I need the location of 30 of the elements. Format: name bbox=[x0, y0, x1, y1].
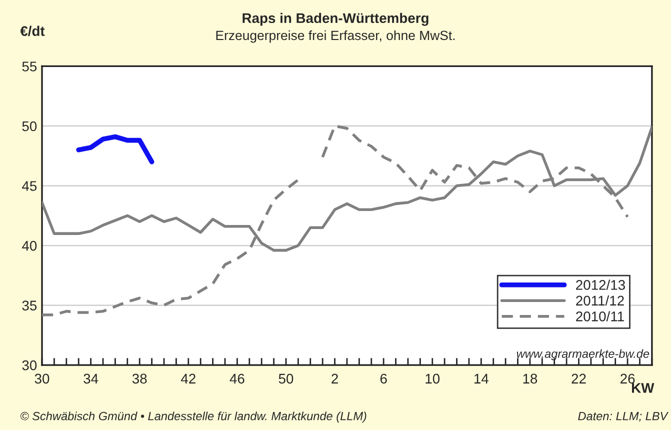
x-tick-label: 18 bbox=[523, 374, 538, 384]
line-series bbox=[76, 134, 154, 164]
x-tick-label: 10 bbox=[426, 374, 440, 384]
y-tick-label: 35 bbox=[22, 300, 37, 310]
y-tick-label: 50 bbox=[22, 121, 37, 132]
y-tick-label: 55 bbox=[22, 62, 37, 72]
text: Daten: LLM; LBV bbox=[578, 412, 669, 422]
chart-subtitle: Erzeugerpreise frei Erfasser, ohne MwSt. bbox=[216, 30, 455, 43]
x-tick-label: 14 bbox=[474, 374, 488, 384]
x-tick-label: 22 bbox=[572, 374, 586, 384]
x-tick-label: 2 bbox=[332, 374, 338, 384]
legend-label: 2012/13 bbox=[576, 280, 625, 290]
x-tick-label: 34 bbox=[84, 374, 98, 384]
x-axis-title: KW bbox=[632, 383, 654, 393]
x-tick-label: 38 bbox=[132, 374, 147, 384]
text: © Schwäbisch Gmünd • Landesstelle für landw. Marktkunde (LLM) bbox=[20, 412, 366, 423]
x-tick-label: 26 bbox=[620, 374, 635, 384]
legend-label: 2011/12 bbox=[576, 295, 624, 306]
x-tick-label: 46 bbox=[230, 374, 244, 384]
x-tick-label: 30 bbox=[34, 374, 50, 384]
annotation: www.agrarmaerkte-bw.de bbox=[516, 349, 650, 360]
x-tick-label: 50 bbox=[278, 374, 294, 384]
y-axis-title: €/dt bbox=[20, 26, 45, 36]
y-tick-label: 45 bbox=[22, 181, 37, 191]
legend-label: 2010/11 bbox=[576, 311, 624, 322]
x-tick-label: 6 bbox=[380, 374, 387, 384]
y-tick-label: 30 bbox=[22, 360, 37, 370]
chart-title: Raps in Baden-Württemberg bbox=[242, 12, 428, 26]
y-tick-label: 40 bbox=[22, 240, 37, 251]
x-tick-label: 42 bbox=[180, 374, 196, 384]
